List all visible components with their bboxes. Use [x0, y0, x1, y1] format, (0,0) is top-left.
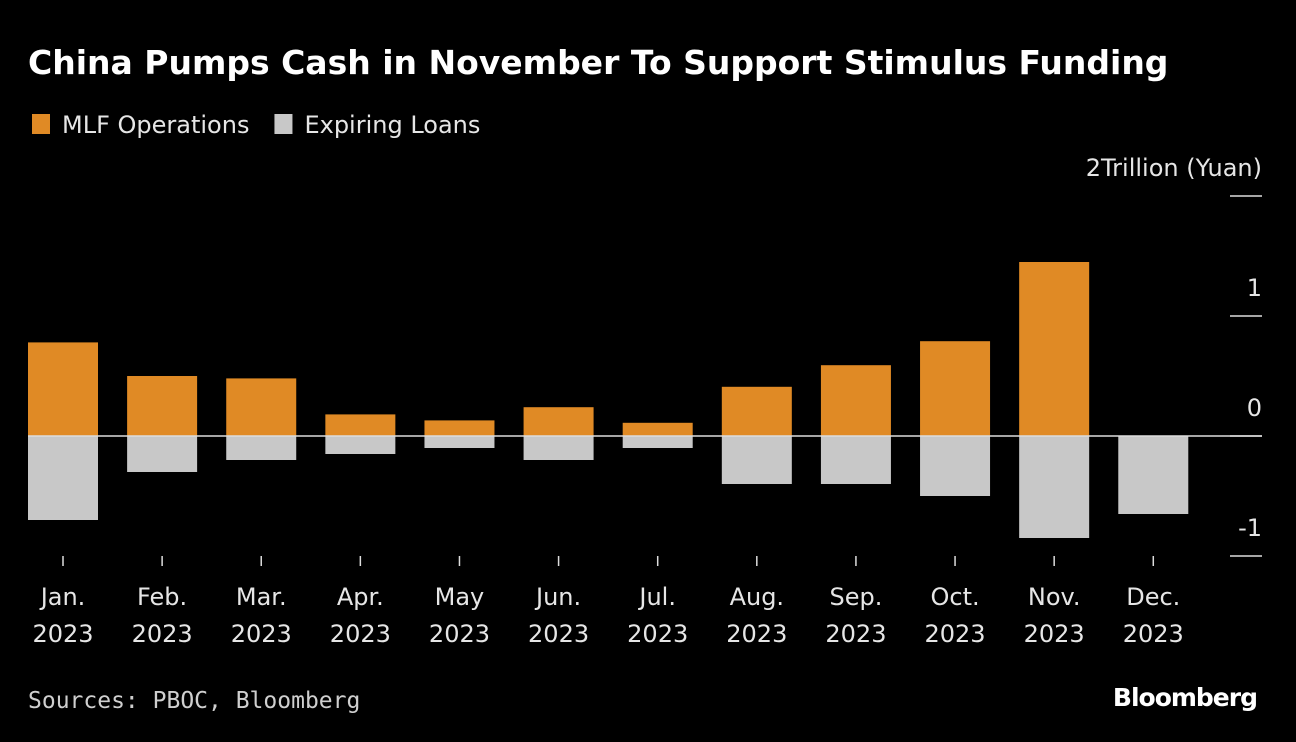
- y-axis-label: Trillion (Yuan): [1100, 154, 1262, 182]
- x-tick-label-line: Jul.: [637, 583, 676, 611]
- x-tick-label-line: 2023: [627, 620, 688, 648]
- x-tick-label: Mar. 2023: [231, 583, 292, 648]
- bar: [1118, 436, 1189, 514]
- bar: [721, 386, 792, 436]
- bar: [127, 376, 198, 436]
- x-tick-label-line: 2023: [429, 620, 490, 648]
- y-tick-label: -1: [1238, 514, 1262, 542]
- x-tick-label-line: 2023: [825, 620, 886, 648]
- x-tick-label: Jan. 2023: [32, 583, 93, 648]
- bar: [820, 365, 891, 436]
- legend-label: Expiring Loans: [304, 111, 480, 139]
- bar: [721, 436, 792, 484]
- x-tick-label: Jun. 2023: [528, 583, 589, 648]
- x-tick-label: Nov. 2023: [1024, 583, 1085, 648]
- x-tick-label: Sep. 2023: [825, 583, 886, 648]
- x-tick-label-line: Mar.: [236, 583, 287, 611]
- legend-swatch: [274, 114, 293, 134]
- x-tick-label: Dec. 2023: [1123, 583, 1184, 648]
- bar: [523, 436, 594, 460]
- x-tick-label-line: May: [435, 583, 485, 611]
- x-tick-label: Oct. 2023: [925, 583, 986, 648]
- x-tick-label-line: Aug.: [730, 583, 785, 611]
- x-tick-label-line: 2023: [330, 620, 391, 648]
- x-tick-label-line: Feb.: [137, 583, 187, 611]
- bar: [1019, 262, 1090, 436]
- x-tick-label-line: 2023: [132, 620, 193, 648]
- bar: [325, 436, 396, 454]
- bar: [920, 341, 991, 436]
- x-tick-label: May 2023: [429, 583, 490, 648]
- legend-swatch: [32, 114, 50, 134]
- bar: [28, 342, 98, 436]
- bar: [325, 414, 396, 436]
- bar: [920, 436, 991, 496]
- x-tick-label-line: Jun.: [534, 583, 581, 611]
- x-tick-label-line: Apr.: [337, 583, 384, 611]
- bar: [424, 436, 495, 448]
- bar: [226, 378, 297, 436]
- x-tick-label: Jul. 2023: [627, 583, 688, 648]
- x-tick-label-line: 2023: [32, 620, 93, 648]
- bar: [820, 436, 891, 484]
- bar: [28, 436, 98, 520]
- y-tick-label: 1: [1247, 274, 1262, 302]
- bar: [622, 436, 693, 448]
- x-tick-label-line: 2023: [231, 620, 292, 648]
- bar: [226, 436, 297, 460]
- x-tick-label-line: Dec.: [1126, 583, 1180, 611]
- x-tick-label-line: 2023: [726, 620, 787, 648]
- y-tick-label: 2: [1086, 154, 1101, 182]
- x-tick-label-line: Oct.: [930, 583, 979, 611]
- x-tick-label-line: Nov.: [1028, 583, 1081, 611]
- legend-label: MLF Operations: [62, 111, 249, 139]
- source-note: Sources: PBOC, Bloomberg: [28, 688, 360, 714]
- brand-logo: Bloomberg: [1113, 683, 1257, 712]
- bar: [424, 420, 495, 436]
- x-tick-label-line: 2023: [1024, 620, 1085, 648]
- x-tick-label-line: 2023: [1123, 620, 1184, 648]
- x-tick-label: Apr. 2023: [330, 583, 391, 648]
- chart-title: China Pumps Cash in November To Support …: [28, 43, 1168, 82]
- x-tick-label-line: 2023: [528, 620, 589, 648]
- bar: [1019, 436, 1090, 538]
- y-tick-label: 0: [1247, 394, 1262, 422]
- x-tick-label-line: Sep.: [829, 583, 882, 611]
- x-tick-label-line: Jan.: [39, 583, 86, 611]
- bar: [622, 422, 693, 436]
- bar: [127, 436, 198, 472]
- x-tick-label-line: 2023: [925, 620, 986, 648]
- x-tick-label: Aug. 2023: [726, 583, 787, 648]
- x-tick-label: Feb. 2023: [132, 583, 193, 648]
- bar: [523, 407, 594, 436]
